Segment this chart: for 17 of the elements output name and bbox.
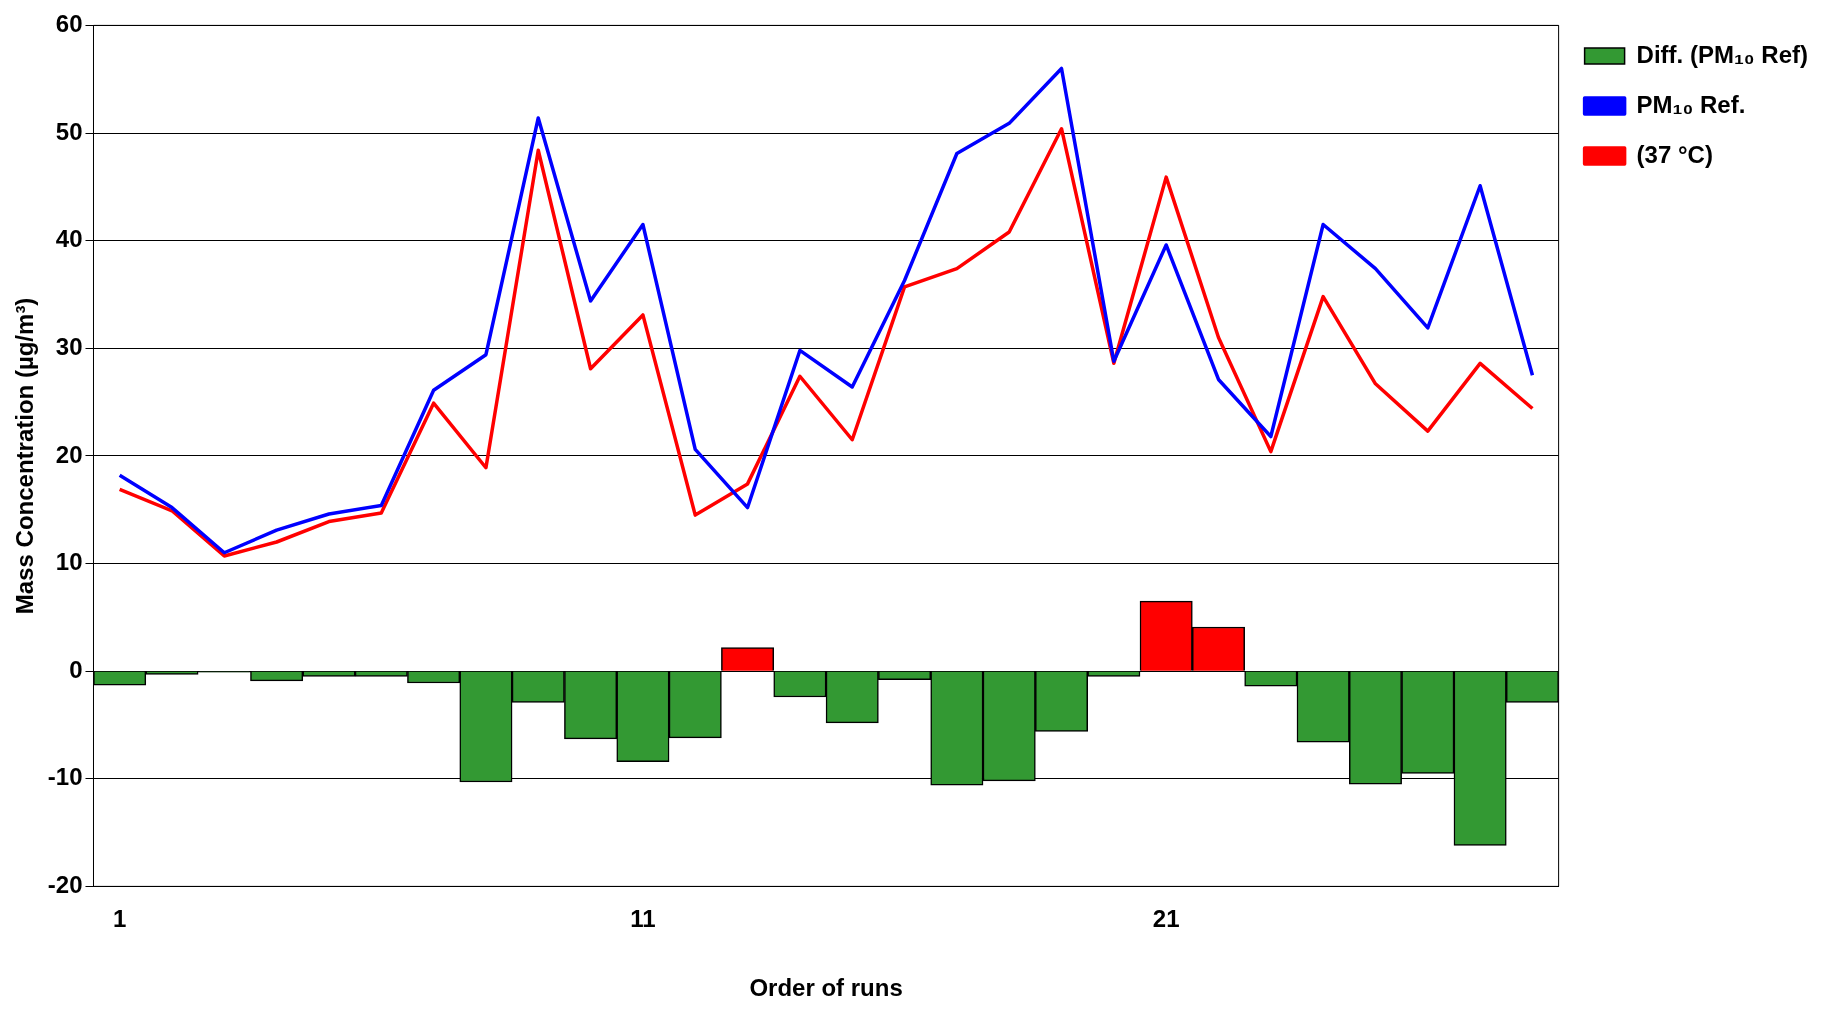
y-tick-label: -20 [47,871,83,899]
y-tick-label: 30 [55,332,83,360]
x-tick-label: 11 [630,905,656,933]
y-tick-label: 60 [55,10,83,38]
y-tick-label: 40 [55,225,83,253]
y-tick-label: -10 [47,763,83,791]
legend-label: (37 °C) [1636,140,1713,168]
x-tick-label: 21 [1152,905,1180,933]
y-axis-title: Mass Concentration (µg/m³) [11,297,39,615]
x-axis-title: Order of runs [749,974,903,1002]
legend-label: PM₁₀ Ref. [1636,90,1746,118]
y-tick-label: 50 [55,117,83,145]
legend-label: Diff. (PM₁₀ Ref) [1636,40,1808,68]
y-tick-label: 20 [55,440,83,468]
x-tick-label: 1 [112,905,127,933]
y-tick-label: 0 [69,655,83,683]
y-tick-label: 10 [55,548,83,576]
